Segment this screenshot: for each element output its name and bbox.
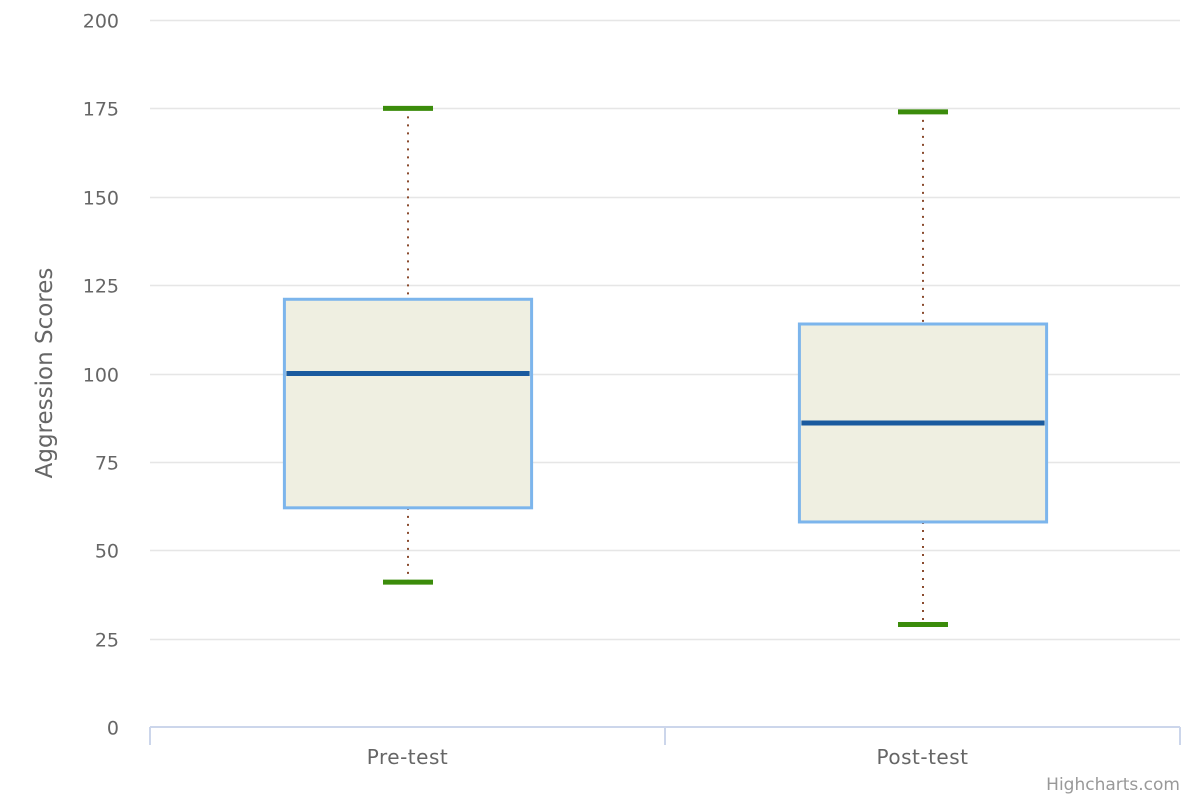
y-axis-title: Aggression Scores	[32, 268, 58, 479]
y-tick-label: 150	[83, 188, 119, 210]
y-tick-label: 25	[95, 630, 119, 652]
credits-link[interactable]: Highcharts.com	[1046, 775, 1180, 795]
y-tick-label: 175	[83, 99, 119, 121]
x-category-label: Pre-test	[367, 745, 448, 769]
x-category-label: Post-test	[877, 745, 969, 769]
y-tick-label: 200	[83, 11, 119, 33]
box-group	[797, 109, 1049, 627]
y-axis-ticks: 0 25 50 75 100 125 150 175 200	[83, 11, 119, 740]
y-tick-label: 75	[95, 453, 119, 475]
x-axis: Pre-test Post-test	[149, 726, 1181, 769]
y-tick-label: 100	[83, 365, 119, 387]
box-series	[282, 105, 1049, 627]
y-tick-label: 0	[107, 718, 119, 740]
box-group	[282, 105, 534, 585]
y-tick-label: 50	[95, 541, 119, 563]
y-tick-label: 125	[83, 276, 119, 298]
box-iqr	[282, 297, 534, 510]
